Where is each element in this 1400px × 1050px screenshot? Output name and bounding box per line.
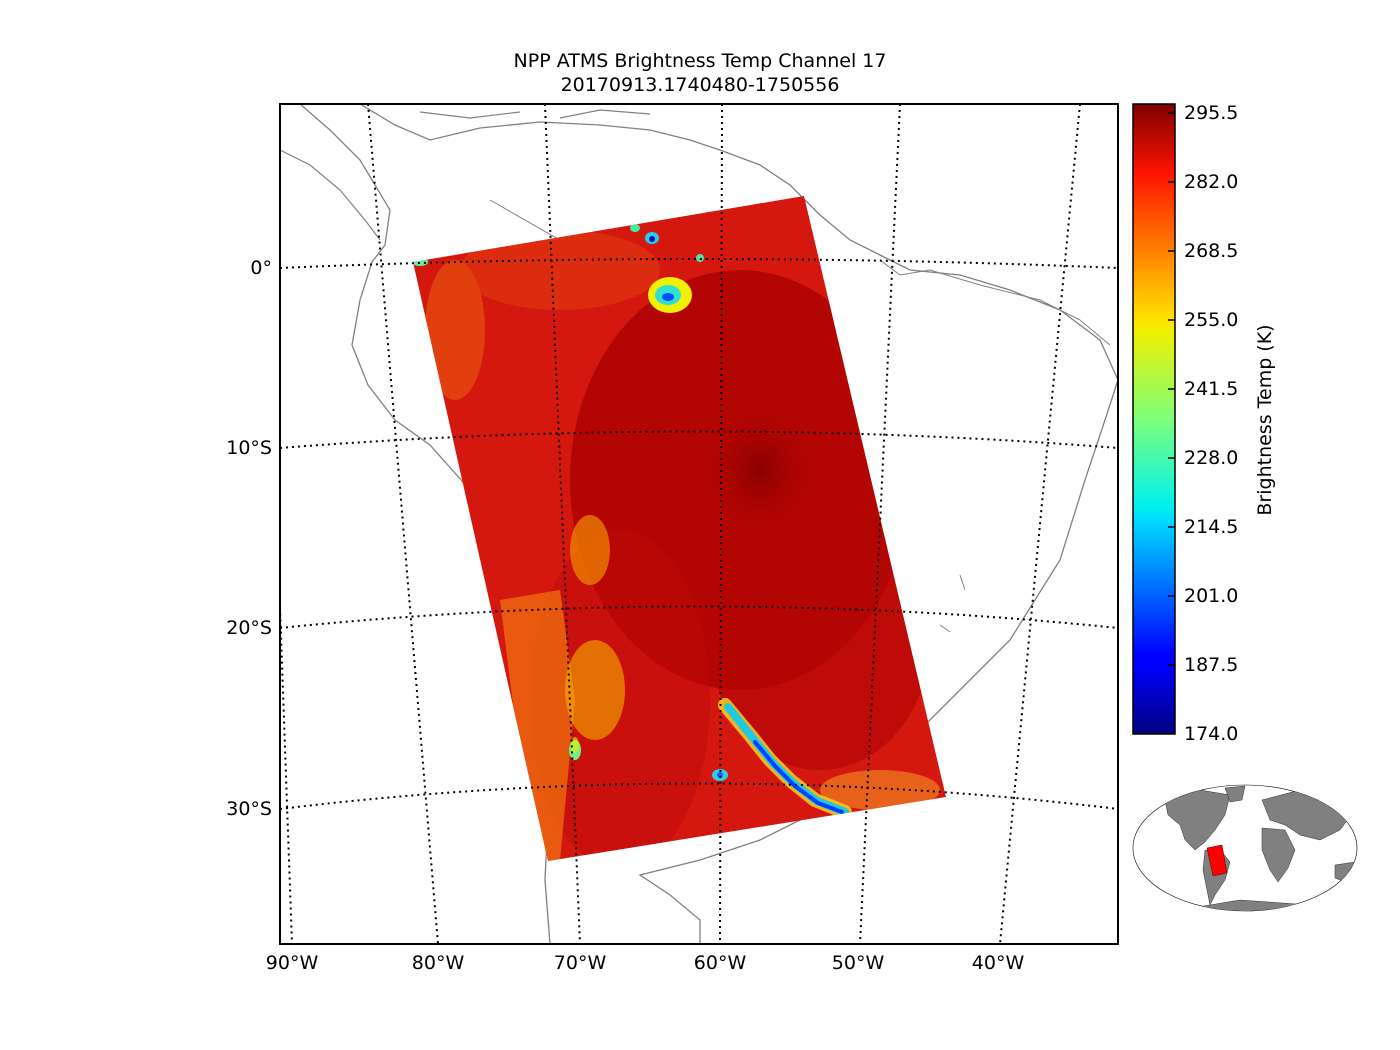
lat-tick-label: 0° — [250, 257, 272, 279]
graticule — [280, 104, 1118, 944]
inset-africa — [1261, 827, 1296, 883]
cold-cloud-north — [630, 224, 704, 313]
world-inset — [1132, 784, 1358, 912]
inset-greenland — [1224, 785, 1246, 803]
map-frame — [279, 103, 1119, 945]
colorbar-tick-label: 214.5 — [1184, 516, 1239, 538]
colorbar-gradient — [1133, 104, 1175, 734]
map-title: NPP ATMS Brightness Temp Channel 17 — [513, 50, 887, 72]
lon-tick-label: 40°W — [971, 952, 1025, 974]
colorbar-tick-label: 228.0 — [1184, 447, 1239, 469]
map-subtitle: 20170913.1740480-1750556 — [560, 74, 840, 96]
meridian-50w — [859, 104, 901, 944]
colorbar-tick-label: 295.5 — [1184, 102, 1239, 124]
lat-tick-label: 10°S — [226, 437, 272, 459]
colorbar-tick-label: 201.0 — [1184, 585, 1239, 607]
colorbar-tick-label: 282.0 — [1184, 171, 1239, 193]
lon-tick-label: 50°W — [831, 952, 885, 974]
parallel-0 — [280, 258, 1118, 269]
inset-north-america — [1164, 789, 1231, 851]
central-america-outline — [280, 109, 651, 241]
atms-swath — [413, 196, 946, 861]
colorbar-tick-label: 268.5 — [1184, 240, 1239, 262]
parallel-10s — [280, 430, 1118, 449]
inset-swath — [1206, 844, 1228, 877]
inset-australia — [1334, 861, 1357, 883]
lat-tick-label: 30°S — [226, 798, 272, 820]
map-area — [280, 104, 1118, 944]
meridian-40w — [999, 104, 1081, 944]
parallel-30s — [280, 782, 1118, 810]
lat-tick-label: 20°S — [226, 617, 272, 639]
colorbar-label: Brightness Temp (K) — [1254, 324, 1276, 516]
cold-front-southeast — [413, 258, 852, 819]
colorbar-tick-label: 187.5 — [1184, 654, 1239, 676]
lon-tick-label: 90°W — [265, 952, 319, 974]
northeast-coast — [879, 259, 1111, 633]
colorbar-tick-label: 241.5 — [1184, 378, 1239, 400]
colorbar-tick-label: 255.0 — [1184, 309, 1239, 331]
lon-tick-label: 80°W — [411, 952, 465, 974]
parallel-20s — [280, 605, 1118, 629]
colorbar-tick-label: 174.0 — [1184, 723, 1239, 745]
andes-warm-band — [500, 590, 575, 861]
meridian-60w — [719, 104, 723, 944]
meridian-80w — [367, 104, 439, 944]
meridian-70w — [544, 104, 581, 944]
lon-tick-label: 60°W — [693, 952, 747, 974]
lon-tick-label: 70°W — [553, 952, 607, 974]
colorbar — [1132, 103, 1176, 735]
